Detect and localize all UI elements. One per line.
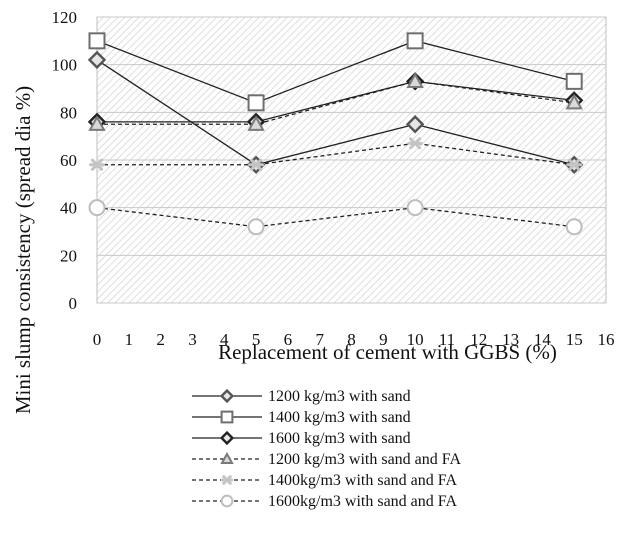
x-tick-label: 11 (439, 330, 455, 349)
legend-label: 1600 kg/m3 with sand (268, 430, 411, 447)
y-tick-label: 40 (60, 199, 77, 218)
data-point (566, 158, 583, 171)
series-line (97, 80, 575, 123)
data-point (406, 72, 424, 88)
x-axis-label: Replacement of cement with GGBS (%) (218, 340, 557, 364)
y-axis-label: Mini slump consistency (spread dia %) (11, 86, 35, 414)
x-tick-label: 13 (502, 330, 519, 349)
legend-marker (220, 494, 234, 508)
series-line (96, 207, 575, 228)
data-point (88, 32, 106, 50)
data-point (89, 158, 105, 171)
data-point (406, 199, 424, 217)
legend-item: 1400kg/m3 with sand and FA (192, 472, 457, 489)
data-point (407, 137, 424, 150)
series-2 (88, 32, 583, 112)
x-tick-label: 6 (284, 330, 293, 349)
legend-label: 1200 kg/m3 with sand and FA (268, 451, 461, 468)
x-tick-label: 7 (315, 330, 324, 349)
legend-item: 1600kg/m3 with sand and FA (192, 493, 457, 510)
x-tick-label: 10 (407, 330, 424, 349)
x-tick-label: 15 (566, 330, 583, 349)
data-point (565, 218, 583, 236)
legend-label: 1600kg/m3 with sand and FA (268, 493, 457, 510)
legend-item: 1200 kg/m3 with sand (192, 388, 411, 405)
legend-marker (220, 410, 234, 424)
y-tick-labels: 0 20 40 60 80 100 120 (52, 8, 78, 313)
x-tick-labels: 0 1 2 3 4 5 6 7 8 9 10 11 12 13 14 15 16 (93, 330, 615, 349)
x-tick-label: 5 (252, 330, 261, 349)
y-tick-label: 80 (60, 103, 77, 122)
series-line (96, 40, 575, 104)
y-tick-label: 0 (69, 294, 78, 313)
data-point (248, 158, 265, 171)
legend-marker (220, 475, 234, 485)
x-tick-label: 1 (125, 330, 134, 349)
legend-label: 1400 kg/m3 with sand (268, 409, 411, 426)
series-5 (89, 137, 583, 171)
x-tick-label: 2 (156, 330, 165, 349)
data-point (406, 32, 424, 50)
legend-item: 1600 kg/m3 with sand (192, 430, 411, 447)
series-line (97, 80, 575, 125)
legend-marker (219, 388, 235, 404)
data-point (247, 218, 265, 236)
x-tick-label: 3 (188, 330, 197, 349)
x-tick-label: 16 (598, 330, 615, 349)
x-tick-label: 4 (220, 330, 229, 349)
y-tick-label: 100 (52, 56, 78, 75)
series-line (97, 142, 575, 166)
series-line (96, 59, 575, 166)
legend-label: 1400kg/m3 with sand and FA (268, 472, 457, 489)
x-tick-label: 8 (347, 330, 356, 349)
series-6 (88, 199, 583, 236)
legend-marker (220, 451, 234, 465)
series-group (87, 32, 584, 236)
series-4 (88, 72, 583, 131)
data-point (565, 93, 583, 110)
legend-item: 1400 kg/m3 with sand (192, 409, 411, 426)
y-tick-label: 60 (60, 151, 77, 170)
x-tick-label: 0 (93, 330, 102, 349)
data-point (405, 115, 425, 134)
data-point (88, 115, 106, 131)
data-point (88, 199, 106, 217)
legend: 1200 kg/m3 with sand 1400 kg/m3 with sand… (192, 388, 461, 510)
y-tick-label: 120 (52, 8, 78, 27)
gridlines (97, 16, 606, 304)
x-tick-label: 9 (379, 330, 388, 349)
legend-item: 1200 kg/m3 with sand and FA (192, 451, 461, 468)
y-tick-label: 20 (60, 246, 77, 265)
legend-label: 1200 kg/m3 with sand (268, 388, 411, 405)
data-point (565, 72, 583, 90)
legend-marker (219, 430, 235, 446)
x-tick-label: 14 (534, 330, 552, 349)
data-point (247, 94, 265, 112)
data-point (87, 50, 107, 70)
x-tick-label: 12 (470, 330, 487, 349)
data-point (247, 115, 265, 131)
